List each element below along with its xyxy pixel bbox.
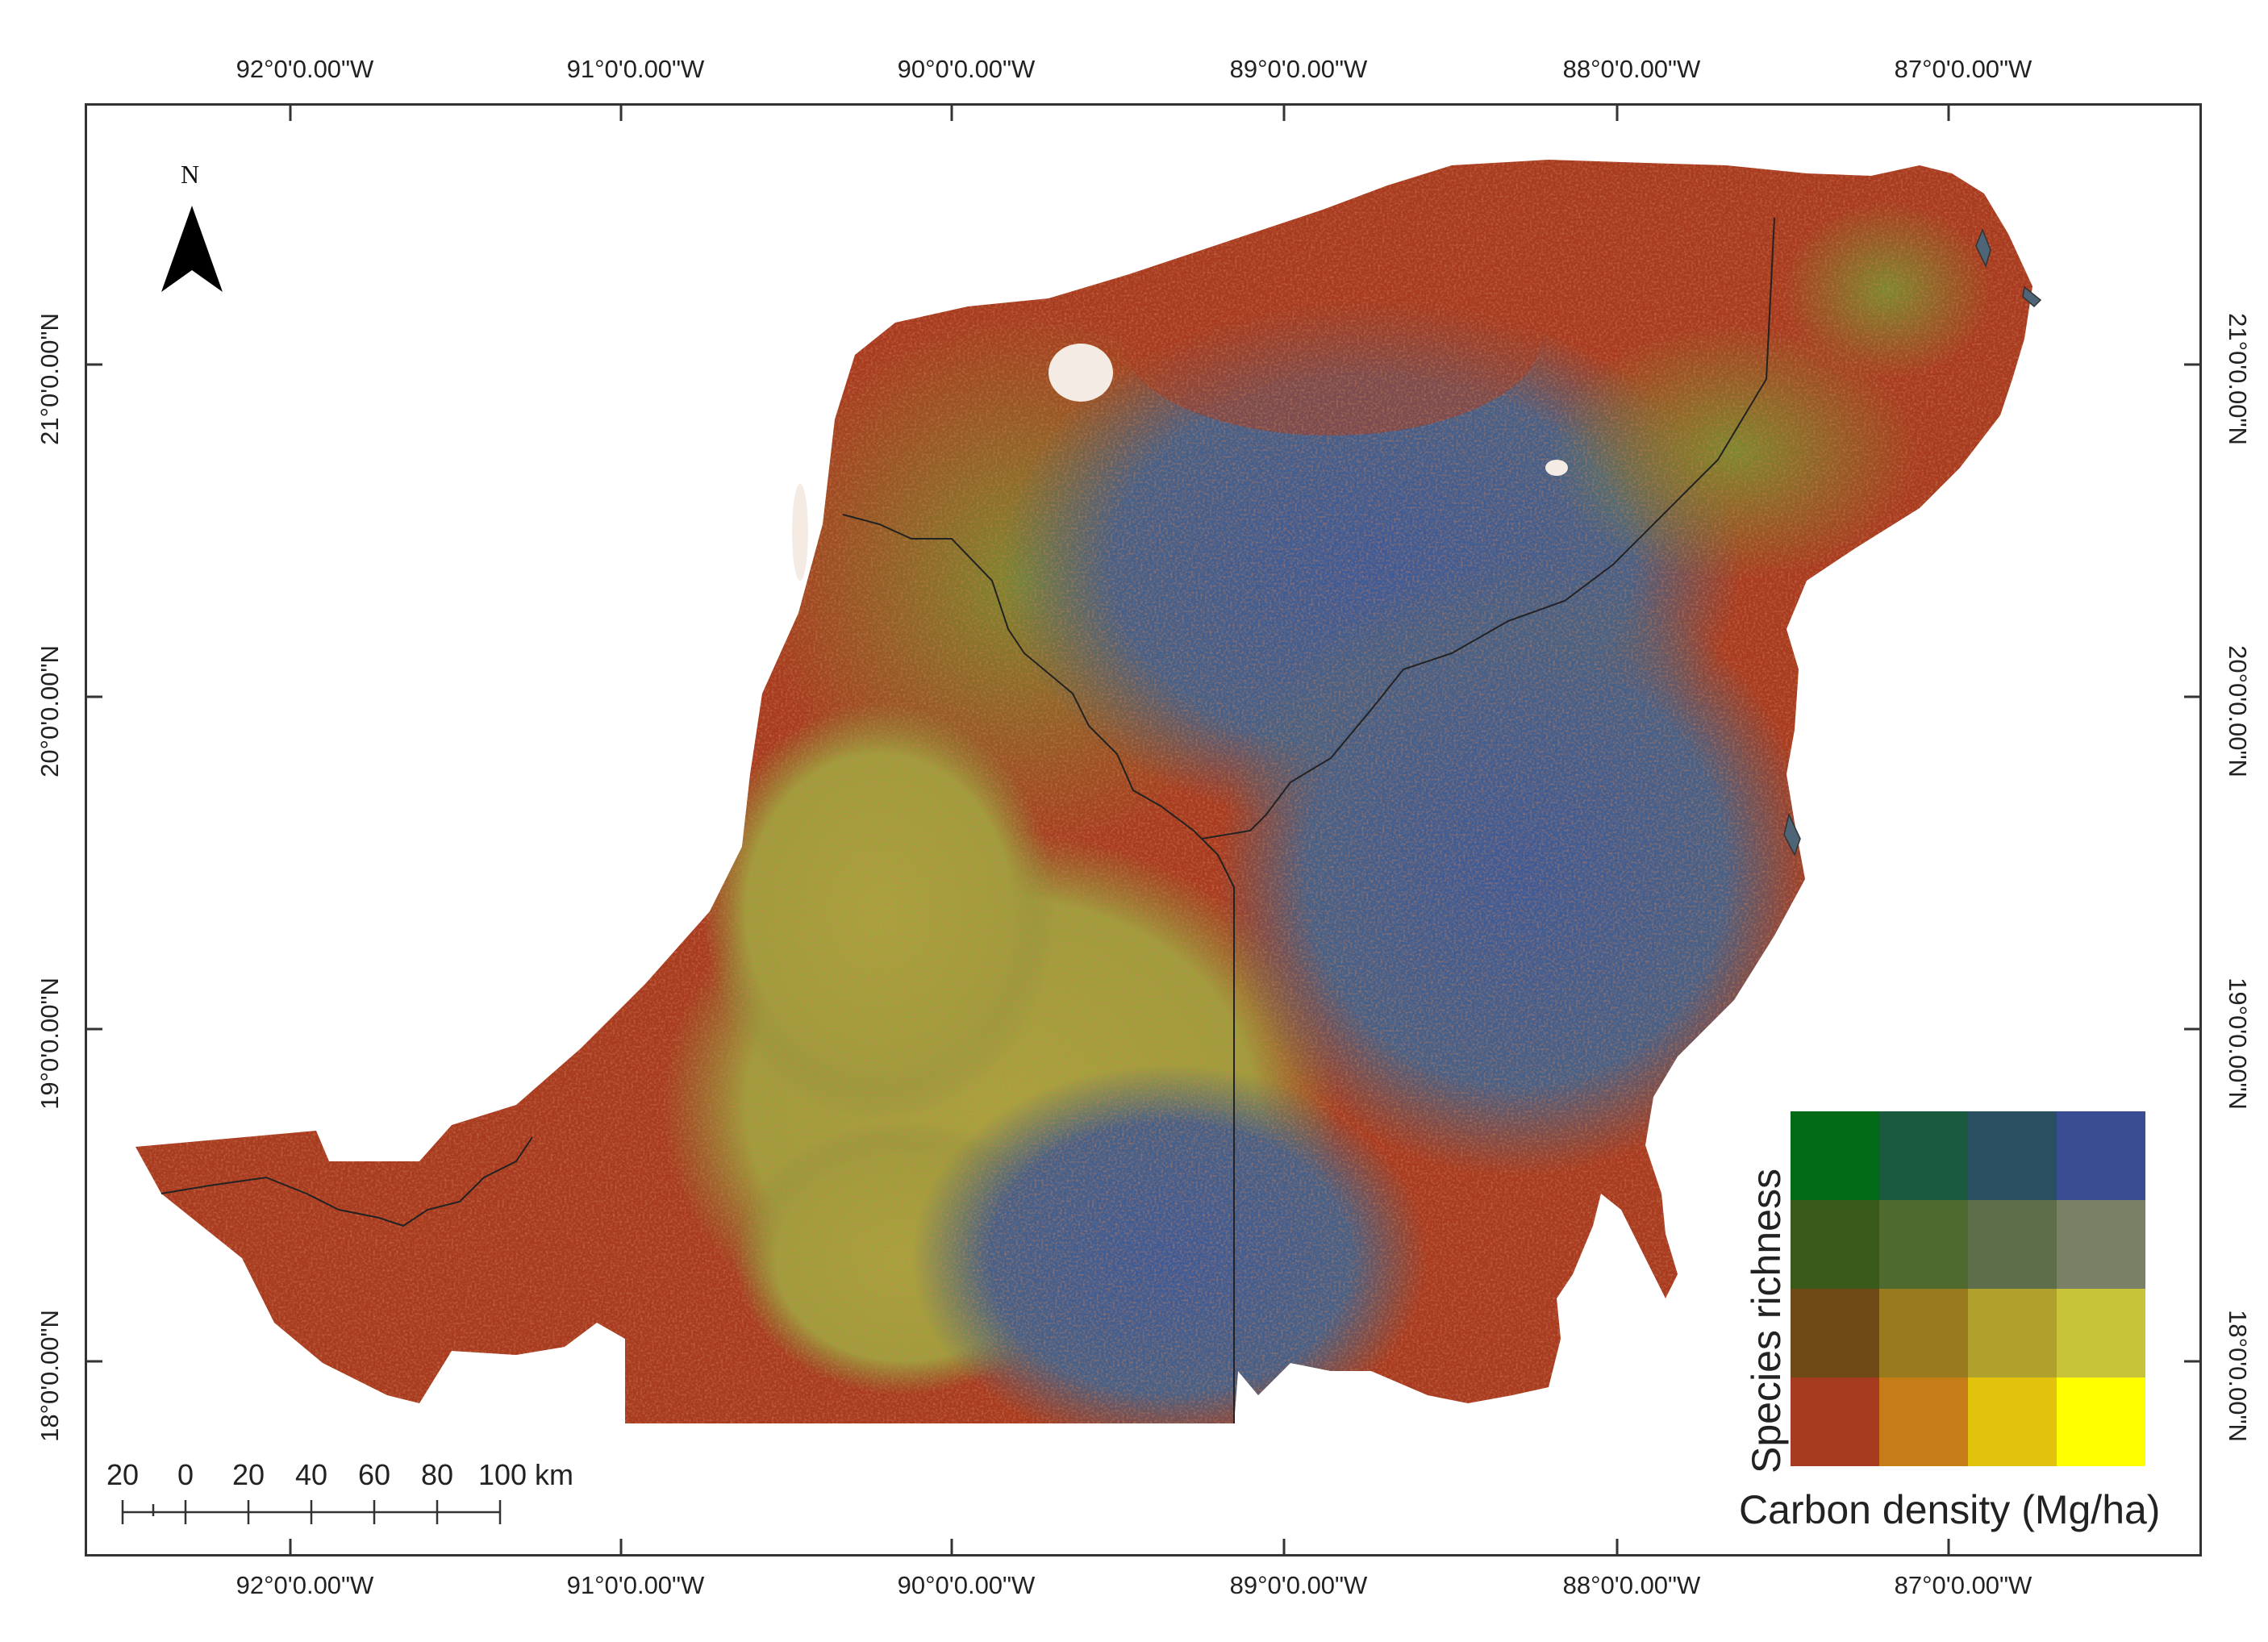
- lon-label-bottom-2: 91°0'0.00"W: [566, 1571, 705, 1599]
- islands: [1783, 227, 2042, 856]
- lat-label-right-1: 21°0'0.00"N: [2224, 313, 2252, 445]
- state-borders: [161, 217, 1775, 1423]
- lon-label-top-5: 88°0'0.00"W: [1562, 55, 1701, 83]
- legend-cell-r1-c3: [1968, 1111, 2057, 1200]
- scale-label-6: 80: [420, 1458, 454, 1491]
- graticule-ticks: [85, 103, 2202, 1557]
- legend-cell-r3-c1: [1791, 1289, 1879, 1377]
- lon-label-bottom-3: 90°0'0.00"W: [897, 1571, 1036, 1599]
- legend-cell-r1-c4: [2057, 1111, 2145, 1200]
- north-arrow-icon: [161, 206, 223, 292]
- legend-cell-r2-c1: [1791, 1200, 1879, 1289]
- lon-label-top-4: 89°0'0.00"W: [1229, 55, 1368, 83]
- scale-label-5: 60: [357, 1458, 391, 1491]
- legend-cell-r2-c2: [1879, 1200, 1968, 1289]
- lon-label-bottom-6: 87°0'0.00"W: [1894, 1571, 2032, 1599]
- legend-cell-r1-c1: [1791, 1111, 1879, 1200]
- legend-cell-r4-c4: [2057, 1377, 2145, 1466]
- scale-label-2: 0: [177, 1458, 194, 1491]
- lat-label-left-2: 20°0'0.00"N: [35, 645, 64, 777]
- lon-label-bottom-1: 92°0'0.00"W: [236, 1571, 374, 1599]
- lat-label-left-1: 21°0'0.00"N: [35, 313, 64, 445]
- scale-label-7: 100 km: [477, 1458, 574, 1491]
- scale-label-4: 40: [294, 1458, 328, 1491]
- legend-cell-r4-c1: [1791, 1377, 1879, 1466]
- legend-cell-r3-c3: [1968, 1289, 2057, 1377]
- lon-label-top-3: 90°0'0.00"W: [897, 55, 1036, 83]
- legend-cell-r2-c3: [1968, 1200, 2057, 1289]
- lon-label-top-2: 91°0'0.00"W: [566, 55, 705, 83]
- lon-label-top-6: 87°0'0.00"W: [1894, 55, 2032, 83]
- lat-label-right-3: 19°0'0.00"N: [2224, 977, 2252, 1110]
- legend-cell-r2-c4: [2057, 1200, 2145, 1289]
- scale-bar: [121, 1500, 502, 1524]
- lat-label-left-3: 19°0'0.00"N: [35, 977, 64, 1110]
- legend-cell-r3-c4: [2057, 1289, 2145, 1377]
- north-label: N: [181, 160, 200, 189]
- lon-label-bottom-5: 88°0'0.00"W: [1562, 1571, 1701, 1599]
- scale-label-3: 20: [231, 1458, 265, 1491]
- scale-label-1: 20: [106, 1458, 140, 1491]
- legend-cell-r1-c2: [1879, 1111, 1968, 1200]
- legend-grid: [1791, 1111, 2145, 1466]
- legend-cell-r4-c2: [1879, 1377, 1968, 1466]
- legend-y-label: Species richness: [1744, 1169, 1789, 1473]
- legend-cell-r3-c2: [1879, 1289, 1968, 1377]
- lat-label-left-4: 18°0'0.00"N: [35, 1310, 64, 1442]
- lon-label-bottom-4: 89°0'0.00"W: [1229, 1571, 1368, 1599]
- legend-x-label: Carbon density (Mg/ha): [1739, 1487, 2161, 1532]
- legend-cell-r4-c3: [1968, 1377, 2057, 1466]
- lat-label-right-2: 20°0'0.00"N: [2224, 645, 2252, 777]
- lat-label-right-4: 18°0'0.00"N: [2224, 1310, 2252, 1442]
- lon-label-top-1: 92°0'0.00"W: [236, 55, 374, 83]
